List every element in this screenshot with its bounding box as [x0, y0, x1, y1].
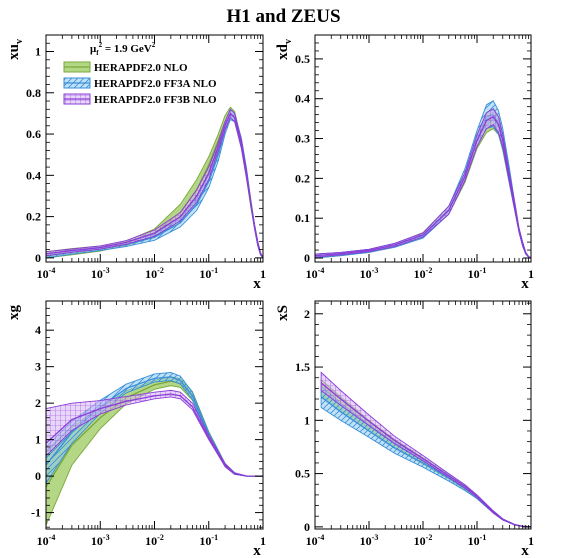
y-tick-label: 1 — [35, 433, 41, 447]
line-xg-series-2 — [46, 393, 263, 477]
x-tick-label: 1 — [528, 534, 534, 548]
x-axis-label: x — [253, 276, 261, 292]
x-tick-label: 10-4 — [306, 533, 325, 548]
page-title: H1 and ZEUS — [226, 6, 341, 27]
x-tick-label: 10-1 — [199, 533, 218, 548]
legend-entry-1: HERAPDF2.0 FF3A NLO — [63, 77, 217, 90]
y-tick-label: 0.2 — [26, 210, 41, 224]
legend-entry-2: HERAPDF2.0 FF3B NLO — [63, 93, 217, 106]
legend-label: HERAPDF2.0 FF3B NLO — [94, 94, 217, 106]
y-tick-label: 0 — [35, 251, 41, 265]
x-tick-label: 1 — [260, 267, 266, 281]
y-tick-label: 0.8 — [26, 86, 41, 100]
line-xS-series-2 — [320, 382, 531, 528]
x-tick-label: 10-4 — [37, 533, 56, 548]
y-tick-label: 0 — [35, 469, 41, 483]
legend: μf2 = 1.9 GeV2 HERAPDF2.0 NLO HERAPDF2.0 F… — [63, 41, 217, 106]
y-tick-label: 1.5 — [295, 360, 310, 374]
y-tick-label: 2 — [304, 307, 310, 321]
x-tick-label: 10-2 — [414, 266, 433, 281]
y-tick-label: 0.6 — [26, 127, 41, 141]
x-axis-label: x — [521, 276, 529, 292]
y-tick-label: 2 — [35, 396, 41, 410]
x-tick-label: 1 — [260, 534, 266, 548]
y-tick-label: 0.5 — [295, 467, 310, 481]
y-axis-label: xS — [275, 305, 291, 321]
y-tick-label: 4 — [35, 323, 41, 337]
x-tick-label: 1 — [528, 267, 534, 281]
y-tick-label: 0.5 — [295, 52, 310, 66]
x-axis-label: x — [521, 543, 529, 558]
y-axis-label: xuv — [6, 39, 25, 60]
y-tick-label: 0.4 — [26, 168, 41, 182]
x-tick-label: 10-4 — [306, 266, 325, 281]
line-xuv-series-2 — [46, 112, 263, 259]
x-tick-label: 10-2 — [414, 533, 433, 548]
y-tick-label: 0.3 — [295, 132, 310, 146]
plot-area — [315, 35, 531, 262]
x-axis-label: x — [253, 543, 261, 558]
legend-scale-label: μf2 = 1.9 GeV2 — [90, 41, 156, 57]
x-tick-label: 10-1 — [468, 266, 487, 281]
y-tick-label: -1 — [31, 506, 41, 520]
legend-label: HERAPDF2.0 NLO — [94, 62, 188, 74]
y-axis-label: xg — [6, 305, 22, 321]
y-tick-label: 1 — [35, 45, 41, 59]
x-tick-label: 10-4 — [37, 266, 56, 281]
x-tick-label: 10-1 — [199, 266, 218, 281]
y-tick-label: 0.2 — [295, 171, 310, 185]
x-tick-label: 10-3 — [91, 533, 110, 548]
plot-area — [46, 35, 263, 262]
y-tick-label: 0 — [304, 520, 310, 534]
y-axis-label: xdv — [275, 39, 294, 60]
y-tick-label: 3 — [35, 360, 41, 374]
x-tick-label: 10-3 — [91, 266, 110, 281]
y-tick-label: 0.1 — [295, 211, 310, 225]
x-tick-label: 10-3 — [360, 266, 379, 281]
legend-label: HERAPDF2.0 FF3A NLO — [94, 78, 217, 90]
x-tick-label: 10-2 — [145, 533, 164, 548]
y-tick-label: 1 — [304, 413, 310, 427]
legend-entry-0: HERAPDF2.0 NLO — [63, 61, 188, 74]
x-tick-label: 10-3 — [360, 533, 379, 548]
line-xdv-series-2 — [315, 115, 531, 259]
x-tick-label: 10-1 — [468, 533, 487, 548]
x-tick-label: 10-2 — [145, 266, 164, 281]
y-tick-label: 0.4 — [295, 92, 310, 106]
y-tick-label: 0 — [304, 251, 310, 265]
